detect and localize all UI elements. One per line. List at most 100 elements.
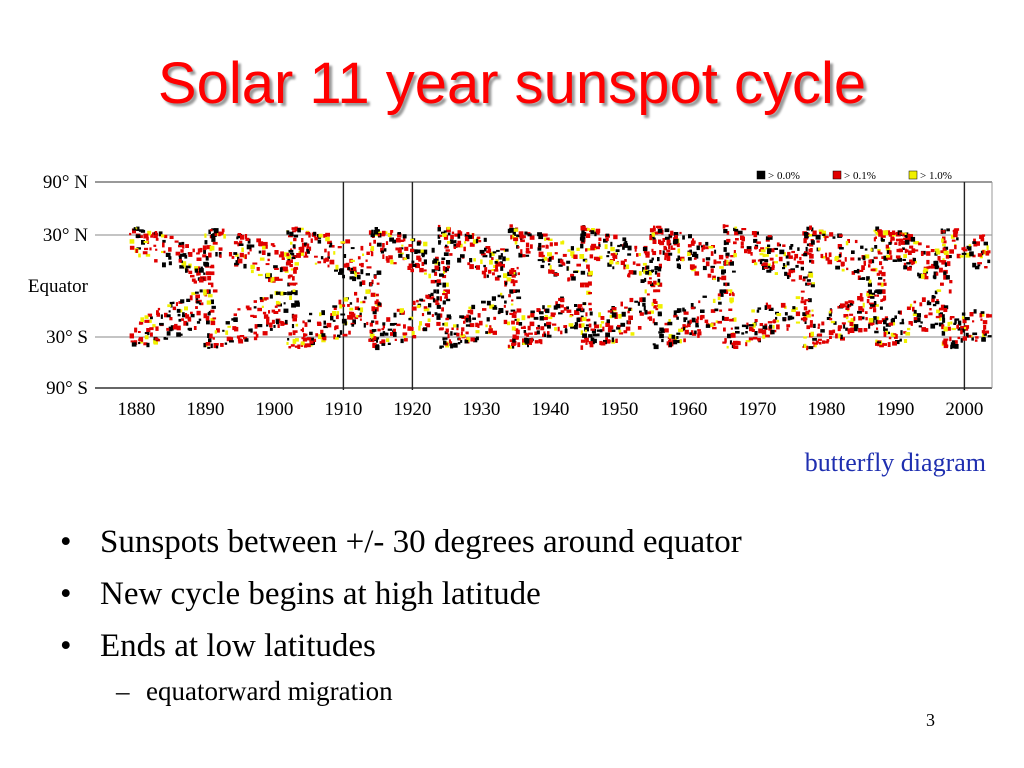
sunspot-mark (184, 266, 188, 271)
sunspot-mark (554, 242, 558, 246)
sunspot-mark (841, 268, 845, 272)
sunspot-mark (443, 289, 447, 293)
sunspot-mark (261, 250, 266, 255)
sunspot-mark (849, 302, 854, 306)
sunspot-mark (138, 342, 141, 345)
sunspot-mark (509, 224, 513, 228)
sunspot-mark (350, 247, 355, 250)
sunspot-mark (453, 243, 458, 248)
sunspot-mark (829, 335, 832, 339)
sunspot-mark (488, 269, 492, 274)
sunspot-mark (466, 232, 470, 236)
sunspot-mark (538, 251, 544, 256)
sunspot-mark (556, 303, 561, 309)
sunspot-mark (956, 253, 961, 259)
sunspot-mark (368, 338, 373, 342)
sunspot-mark (853, 316, 856, 321)
sunspot-mark (677, 255, 680, 260)
sunspot-mark (460, 334, 465, 338)
sunspot-mark (860, 245, 864, 249)
sunspot-mark (979, 312, 983, 318)
sunspot-mark (508, 294, 511, 298)
sunspot-mark (177, 313, 181, 317)
sunspot-mark (903, 254, 907, 258)
sunspot-mark (643, 305, 646, 311)
sunspot-mark (966, 245, 972, 249)
sub-bullet-list: equatorward migration (116, 676, 393, 707)
sunspot-mark (964, 326, 967, 330)
sunspot-mark (899, 238, 904, 242)
sunspot-mark (322, 335, 327, 341)
sunspot-mark (441, 231, 445, 234)
sunspot-mark (253, 336, 258, 341)
sunspot-mark (423, 308, 429, 312)
sunspot-mark (885, 247, 891, 251)
sunspot-mark (875, 339, 878, 345)
sunspot-mark (837, 326, 841, 332)
sunspot-mark (276, 301, 281, 305)
sunspot-mark (692, 238, 695, 241)
sunspot-mark (723, 240, 727, 246)
sunspot-mark (208, 252, 212, 258)
sunspot-mark (165, 252, 171, 257)
sunspot-mark (965, 252, 971, 258)
sunspot-mark (143, 233, 149, 239)
sunspot-mark (442, 290, 446, 296)
sunspot-mark (486, 250, 491, 253)
sunspot-mark (321, 333, 326, 337)
sunspot-mark (446, 289, 450, 294)
sunspot-mark (588, 341, 593, 345)
sunspot-mark (674, 336, 678, 341)
sunspot-mark (301, 238, 304, 243)
sunspot-mark (853, 324, 859, 329)
sunspot-mark (304, 343, 308, 348)
sunspot-mark (484, 267, 488, 273)
sunspot-mark (225, 330, 229, 335)
sunspot-mark (374, 300, 379, 305)
sunspot-mark (642, 247, 648, 252)
sunspot-mark (585, 259, 588, 263)
sunspot-mark (293, 237, 297, 242)
sunspot-mark (657, 266, 662, 272)
sunspot-mark (431, 247, 435, 253)
sunspot-mark (985, 250, 990, 256)
sunspot-mark (891, 334, 896, 337)
sunspot-mark (803, 276, 808, 279)
sunspot-mark (907, 266, 912, 271)
sunspot-mark (570, 251, 575, 257)
sunspot-mark (553, 305, 558, 310)
sunspot-mark (317, 322, 321, 325)
sunspot-mark (885, 330, 888, 335)
sunspot-mark (794, 253, 799, 259)
sunspot-mark (335, 314, 339, 320)
sunspot-mark (348, 330, 351, 335)
sunspot-mark (141, 240, 145, 245)
sunspot-mark (168, 261, 172, 266)
sunspot-mark (501, 295, 505, 299)
sunspot-mark (542, 305, 545, 310)
sunspot-mark (977, 264, 981, 267)
sunspot-mark (607, 310, 613, 313)
sunspot-mark (271, 319, 275, 324)
sunspot-mark (983, 333, 987, 336)
sunspot-mark (881, 266, 884, 270)
sunspot-mark (806, 252, 810, 255)
sunspot-mark (653, 225, 656, 230)
sunspot-mark (513, 228, 519, 232)
sunspot-mark (584, 329, 587, 333)
sunspot-mark (808, 346, 814, 350)
sunspot-mark (324, 248, 327, 253)
sunspot-mark (537, 247, 542, 251)
sunspot-mark (511, 274, 516, 278)
sunspot-mark (222, 329, 225, 332)
sunspot-mark (178, 245, 183, 248)
sunspot-mark (423, 306, 428, 309)
sunspot-mark (287, 257, 291, 261)
sunspot-mark (283, 302, 286, 305)
sunspot-mark (772, 261, 775, 267)
sunspot-mark (973, 243, 978, 247)
sunspot-mark (851, 250, 855, 254)
sunspot-mark (786, 327, 789, 331)
sunspot-mark (236, 335, 241, 339)
sunspot-mark (297, 344, 301, 349)
